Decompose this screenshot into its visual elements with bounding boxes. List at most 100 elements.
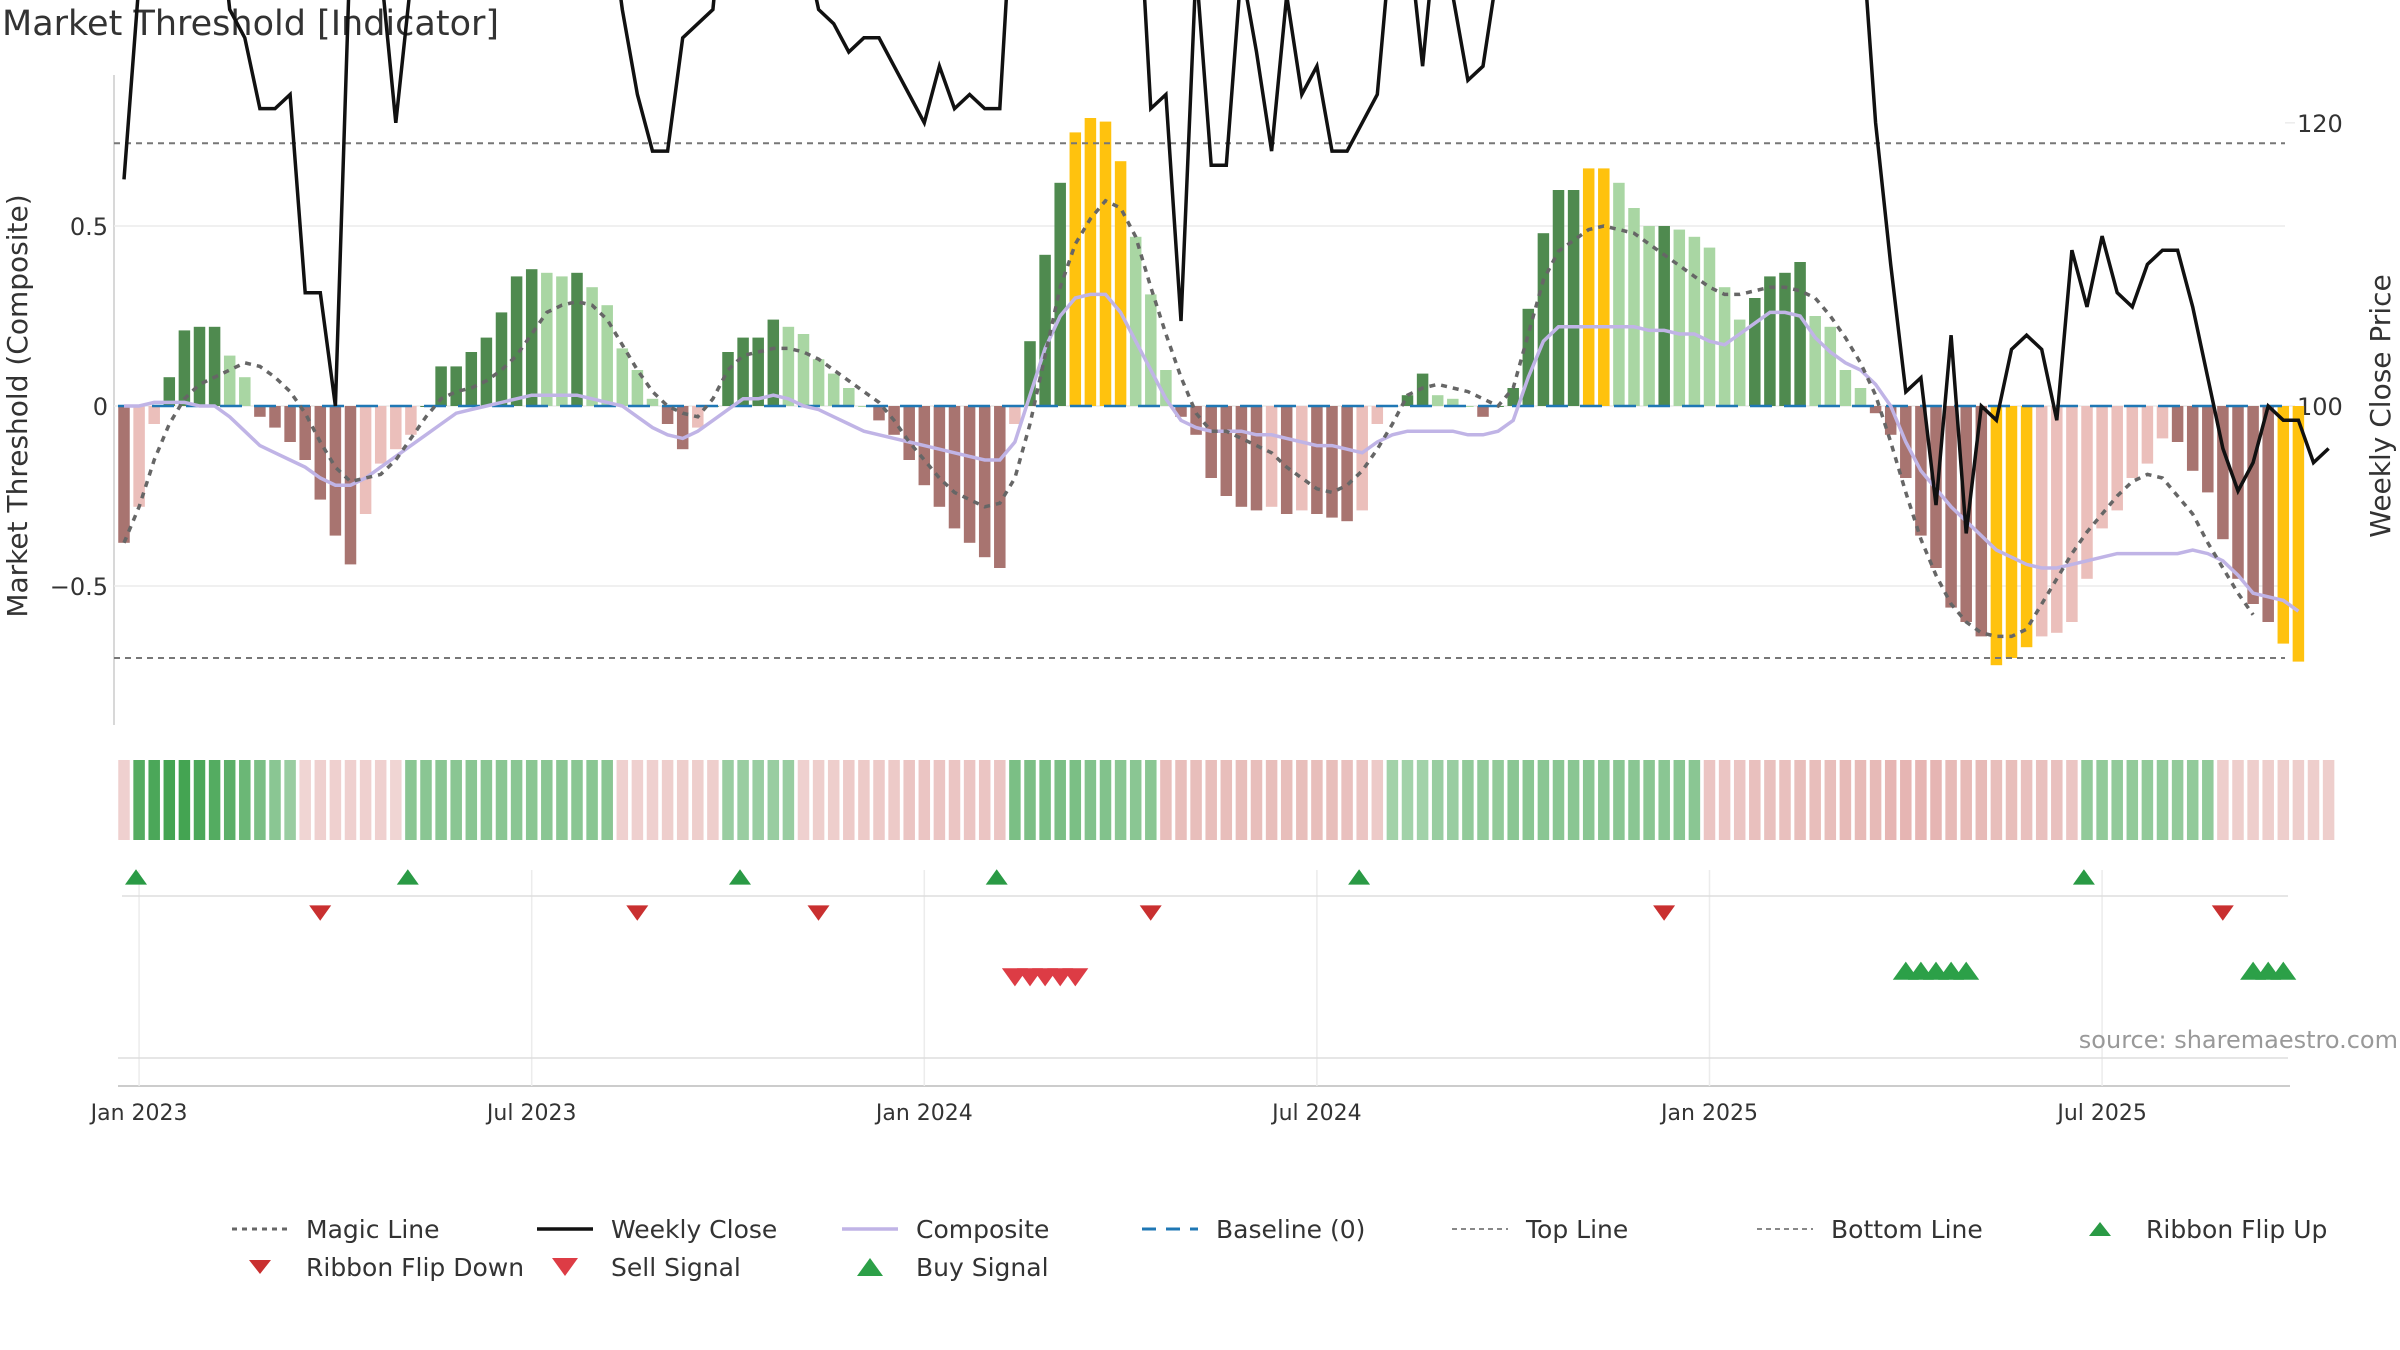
legend-item-flipup: Ribbon Flip Up bbox=[2070, 1214, 2327, 1244]
composite-bar bbox=[1718, 287, 1731, 406]
composite-bar bbox=[269, 406, 281, 428]
ribbon-cell bbox=[1764, 760, 1776, 840]
ribbon-cell bbox=[1129, 760, 1142, 840]
ribbon-cell bbox=[435, 760, 447, 840]
composite-bar bbox=[1069, 132, 1082, 406]
ribbon-cell bbox=[1733, 760, 1746, 840]
ribbon-cell bbox=[329, 760, 342, 840]
ribbon-cell bbox=[752, 760, 764, 840]
ribbon-flip-up-marker bbox=[2072, 869, 2095, 885]
composite-bar bbox=[737, 337, 749, 406]
composite-bar bbox=[903, 406, 915, 460]
composite-bar bbox=[556, 276, 568, 406]
composite-bar bbox=[1733, 319, 1746, 406]
y-tick-label: −0.5 bbox=[50, 573, 108, 601]
ribbon-cell bbox=[2217, 760, 2229, 840]
composite-bar bbox=[994, 406, 1006, 568]
composite-bar bbox=[2277, 406, 2290, 644]
source-text: source: sharemaestro.com bbox=[2079, 1026, 2398, 1054]
sell-legend-icon bbox=[552, 1258, 578, 1276]
ribbon-cell bbox=[1749, 760, 1761, 840]
ribbon-cell bbox=[661, 760, 674, 840]
ribbon-cell bbox=[239, 760, 251, 840]
ribbon-cell bbox=[1447, 760, 1459, 840]
ribbon-cell bbox=[586, 760, 598, 840]
ribbon-cell bbox=[2126, 760, 2139, 840]
ribbon-cell bbox=[2005, 760, 2018, 840]
composite-bar bbox=[1447, 398, 1459, 406]
chart-title: Market Threshold [Indicator] bbox=[2, 4, 500, 44]
composite-bar bbox=[1129, 236, 1142, 406]
composite-bar bbox=[1990, 406, 2003, 666]
composite-bar bbox=[163, 377, 176, 406]
ribbon-cell bbox=[2081, 760, 2093, 840]
ribbon-flip-down-marker bbox=[309, 905, 332, 921]
ribbon-cell bbox=[2277, 760, 2290, 840]
ribbon-cell bbox=[1582, 760, 1595, 840]
composite-bar bbox=[390, 406, 402, 450]
ribbon-cell bbox=[1341, 760, 1353, 840]
composite-bar bbox=[1658, 226, 1670, 406]
composite-bar bbox=[2141, 406, 2154, 464]
legend-item-sell: Sell Signal bbox=[535, 1252, 741, 1282]
ribbon-cell bbox=[1960, 760, 1972, 840]
ribbon-cell bbox=[2096, 760, 2108, 840]
ribbon-flip-up-marker bbox=[1348, 869, 1371, 885]
composite-bar bbox=[1296, 406, 1308, 511]
composite-bar bbox=[208, 326, 221, 406]
y-tick-label: 0.5 bbox=[70, 213, 108, 241]
ribbon-cell bbox=[556, 760, 568, 840]
ribbon-cell bbox=[2051, 760, 2063, 840]
ribbon-cell bbox=[1326, 760, 1338, 840]
composite-bar bbox=[254, 406, 266, 417]
ribbon-cell bbox=[1250, 760, 1263, 840]
ribbon-cell bbox=[812, 760, 825, 840]
ribbon-cell bbox=[1009, 760, 1021, 840]
chart-canvas: 0.50−0.5160140120100Market Threshold (Co… bbox=[1, 0, 2398, 1126]
composite-bar bbox=[1160, 370, 1172, 406]
ribbon-cell bbox=[178, 760, 191, 840]
legend-label: Weekly Close bbox=[611, 1214, 778, 1244]
ribbon-cell bbox=[692, 760, 704, 840]
ribbon-cell bbox=[1431, 760, 1444, 840]
y-axis-label: Market Threshold (Composite) bbox=[1, 194, 34, 617]
composite-bar bbox=[193, 326, 206, 406]
ribbon-flip-up-marker bbox=[985, 869, 1008, 885]
ribbon-cell bbox=[2262, 760, 2274, 840]
ribbon-cell bbox=[2202, 760, 2214, 840]
ribbon-cell bbox=[1628, 760, 1640, 840]
composite-bar bbox=[631, 370, 644, 406]
x-tick-label: Jul 2025 bbox=[2055, 1101, 2147, 1126]
ribbon-cell bbox=[193, 760, 206, 840]
y2-tick-label: 100 bbox=[2297, 393, 2343, 421]
ribbon-cell bbox=[1567, 760, 1580, 840]
composite-bar bbox=[2096, 406, 2108, 529]
ribbon-cell bbox=[1160, 760, 1172, 840]
composite-bar bbox=[1613, 182, 1625, 406]
legend-label: Magic Line bbox=[306, 1214, 440, 1244]
composite-bar bbox=[1643, 226, 1655, 406]
composite-bar bbox=[797, 334, 810, 406]
ribbon-cell bbox=[314, 760, 327, 840]
ribbon-cell bbox=[208, 760, 221, 840]
ribbon-cell bbox=[1718, 760, 1731, 840]
composite-bar bbox=[1114, 161, 1127, 406]
ribbon-cell bbox=[1084, 760, 1097, 840]
ribbon-cell bbox=[903, 760, 915, 840]
composite-bar bbox=[359, 406, 372, 514]
composite-bar bbox=[374, 406, 387, 464]
ribbon-cell bbox=[1356, 760, 1368, 840]
ribbon-cell bbox=[1794, 760, 1806, 840]
ribbon-cell bbox=[510, 760, 523, 840]
ribbon-cell bbox=[1220, 760, 1233, 840]
ribbon-cell bbox=[163, 760, 176, 840]
ribbon-cell bbox=[1280, 760, 1293, 840]
composite-bar bbox=[1190, 406, 1202, 435]
composite-bar bbox=[1250, 406, 1263, 511]
ribbon-cell bbox=[1311, 760, 1323, 840]
composite-bar bbox=[933, 406, 946, 507]
composite-bar bbox=[1628, 208, 1640, 406]
composite-bar bbox=[1764, 276, 1776, 406]
composite-bar bbox=[843, 388, 855, 406]
legend-item-magic: Magic Line bbox=[230, 1214, 440, 1244]
